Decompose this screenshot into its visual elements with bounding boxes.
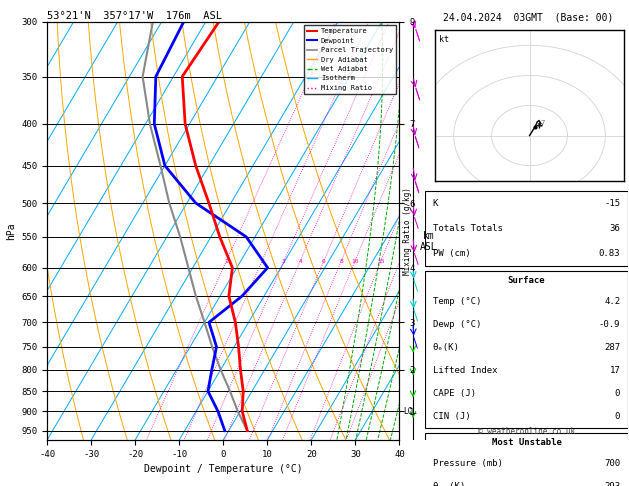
- Text: PW (cm): PW (cm): [433, 249, 470, 259]
- Text: LCL: LCL: [404, 407, 418, 416]
- Text: 287: 287: [604, 343, 620, 352]
- Text: K: K: [433, 199, 438, 208]
- Text: θₑ(K): θₑ(K): [433, 343, 460, 352]
- Y-axis label: hPa: hPa: [6, 222, 16, 240]
- Text: Dewp (°C): Dewp (°C): [433, 320, 481, 329]
- Text: 0: 0: [615, 412, 620, 421]
- Text: 17: 17: [610, 366, 620, 375]
- Text: 0: 0: [615, 389, 620, 398]
- Text: 2: 2: [260, 259, 264, 264]
- Bar: [425, 191, 628, 266]
- Text: θₑ (K): θₑ (K): [433, 482, 465, 486]
- Text: 1: 1: [225, 259, 228, 264]
- Bar: [425, 271, 628, 428]
- Text: 700: 700: [604, 459, 620, 468]
- Text: Pressure (mb): Pressure (mb): [433, 459, 503, 468]
- Text: Surface: Surface: [508, 277, 545, 285]
- Text: 3: 3: [282, 259, 286, 264]
- Text: 0.83: 0.83: [599, 249, 620, 259]
- Legend: Temperature, Dewpoint, Parcel Trajectory, Dry Adiabat, Wet Adiabat, Isotherm, Mi: Temperature, Dewpoint, Parcel Trajectory…: [304, 25, 396, 94]
- Text: Mixing Ratio (g/kg): Mixing Ratio (g/kg): [403, 187, 412, 275]
- Text: CIN (J): CIN (J): [433, 412, 470, 421]
- Text: 36: 36: [610, 224, 620, 233]
- Text: 10: 10: [351, 259, 359, 264]
- Text: -0.9: -0.9: [599, 320, 620, 329]
- Text: 8: 8: [339, 259, 343, 264]
- Text: 4: 4: [298, 259, 302, 264]
- Text: © weatheronline.co.uk: © weatheronline.co.uk: [478, 427, 575, 435]
- Text: -15: -15: [604, 199, 620, 208]
- Text: Most Unstable: Most Unstable: [491, 438, 562, 447]
- X-axis label: Dewpoint / Temperature (°C): Dewpoint / Temperature (°C): [144, 464, 303, 474]
- Text: Temp (°C): Temp (°C): [433, 297, 481, 306]
- Text: 15: 15: [377, 259, 384, 264]
- Text: 4.2: 4.2: [604, 297, 620, 306]
- Text: 6: 6: [322, 259, 326, 264]
- Text: Totals Totals: Totals Totals: [433, 224, 503, 233]
- Bar: [425, 433, 628, 486]
- Text: 293: 293: [604, 482, 620, 486]
- Text: 53°21'N  357°17'W  176m  ASL: 53°21'N 357°17'W 176m ASL: [47, 11, 222, 21]
- Text: Lifted Index: Lifted Index: [433, 366, 498, 375]
- Text: CAPE (J): CAPE (J): [433, 389, 476, 398]
- Y-axis label: km
ASL: km ASL: [420, 231, 437, 252]
- Text: 24.04.2024  03GMT  (Base: 00): 24.04.2024 03GMT (Base: 00): [443, 12, 613, 22]
